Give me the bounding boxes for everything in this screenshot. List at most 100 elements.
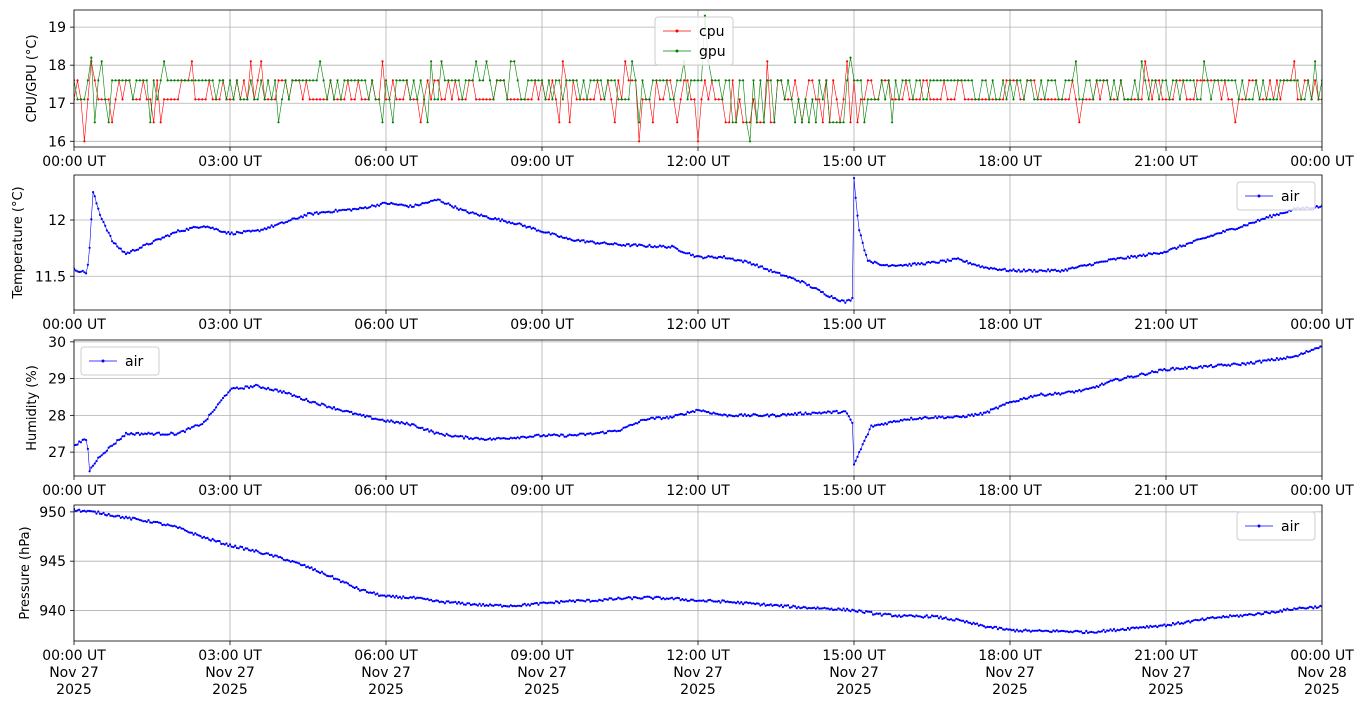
data-point (811, 411, 814, 414)
data-point (641, 418, 644, 421)
data-point (1135, 626, 1138, 629)
data-point (332, 98, 336, 101)
data-point (513, 604, 516, 608)
data-point (499, 603, 502, 606)
data-point (1151, 370, 1154, 373)
data-point (1003, 628, 1006, 631)
data-point (1255, 360, 1258, 363)
data-point (995, 625, 998, 628)
data-point (884, 264, 887, 267)
data-point (794, 605, 797, 608)
data-point (681, 251, 684, 254)
data-point (384, 79, 388, 82)
data-point (696, 599, 700, 602)
data-point (268, 388, 271, 391)
data-point (1050, 268, 1053, 271)
data-point (601, 599, 604, 603)
data-point (884, 98, 887, 101)
data-point (218, 98, 221, 101)
data-point (1073, 267, 1076, 270)
data-point (1197, 619, 1200, 622)
data-point (298, 216, 301, 219)
data-point (936, 98, 939, 101)
data-point (577, 238, 580, 241)
data-point (981, 624, 984, 627)
data-point (731, 601, 734, 604)
data-point (461, 435, 464, 438)
data-point (461, 601, 464, 604)
data-point (740, 259, 743, 262)
data-point (596, 79, 599, 82)
data-point (249, 385, 252, 388)
data-point (969, 261, 972, 264)
data-point (1236, 614, 1239, 617)
data-point (98, 213, 102, 216)
data-point (679, 599, 682, 602)
data-point (1262, 217, 1265, 220)
data-point (1140, 626, 1143, 629)
data-point (594, 432, 597, 435)
data-point (287, 559, 290, 562)
x-tick-label: 21:00 UT (1134, 154, 1198, 170)
data-point (1126, 375, 1129, 378)
data-point (308, 567, 311, 570)
data-point (568, 433, 571, 436)
data-point (882, 613, 885, 616)
data-point (461, 98, 464, 101)
data-point (352, 207, 355, 211)
axes-frame (73, 9, 1323, 148)
data-point (610, 242, 613, 246)
data-point (1163, 623, 1166, 626)
data-point (296, 217, 299, 220)
data-point (677, 413, 681, 416)
data-point (1277, 610, 1280, 614)
data-point (995, 268, 998, 271)
data-point (471, 438, 474, 441)
data-point (119, 247, 122, 250)
data-point (421, 597, 424, 600)
data-point (528, 604, 532, 607)
data-point (277, 390, 280, 393)
data-point (213, 408, 216, 411)
data-point (582, 599, 585, 602)
data-point (892, 264, 896, 267)
data-point (1310, 98, 1313, 101)
data-point (956, 257, 960, 260)
data-point (1114, 377, 1117, 380)
data-point (1164, 625, 1168, 628)
data-point (625, 596, 629, 599)
data-point (1241, 225, 1244, 228)
data-point (996, 268, 1000, 272)
data-point (100, 512, 103, 516)
data-point (899, 418, 902, 422)
data-point (1022, 98, 1025, 101)
data-point (792, 277, 795, 280)
data-point (710, 412, 714, 415)
data-point (1107, 629, 1110, 632)
data-point (1270, 357, 1273, 360)
data-point (974, 98, 977, 101)
data-point (943, 259, 946, 262)
data-point (227, 391, 230, 394)
data-point (1293, 60, 1296, 63)
data-point (386, 594, 389, 597)
data-point (345, 409, 348, 412)
data-point (508, 605, 511, 608)
data-point (1192, 98, 1195, 101)
data-point (178, 230, 181, 233)
data-point (962, 414, 965, 417)
data-point (738, 98, 741, 101)
data-point (1319, 345, 1322, 348)
data-point (305, 79, 308, 82)
data-point (974, 412, 977, 415)
data-point (936, 79, 939, 82)
data-point (670, 596, 674, 599)
data-point (627, 79, 630, 82)
data-point (228, 543, 232, 546)
data-point (1069, 630, 1072, 633)
data-point (1047, 393, 1050, 396)
data-point (956, 79, 960, 82)
data-point (1248, 222, 1251, 225)
data-point (1151, 625, 1154, 629)
data-point (839, 411, 842, 414)
